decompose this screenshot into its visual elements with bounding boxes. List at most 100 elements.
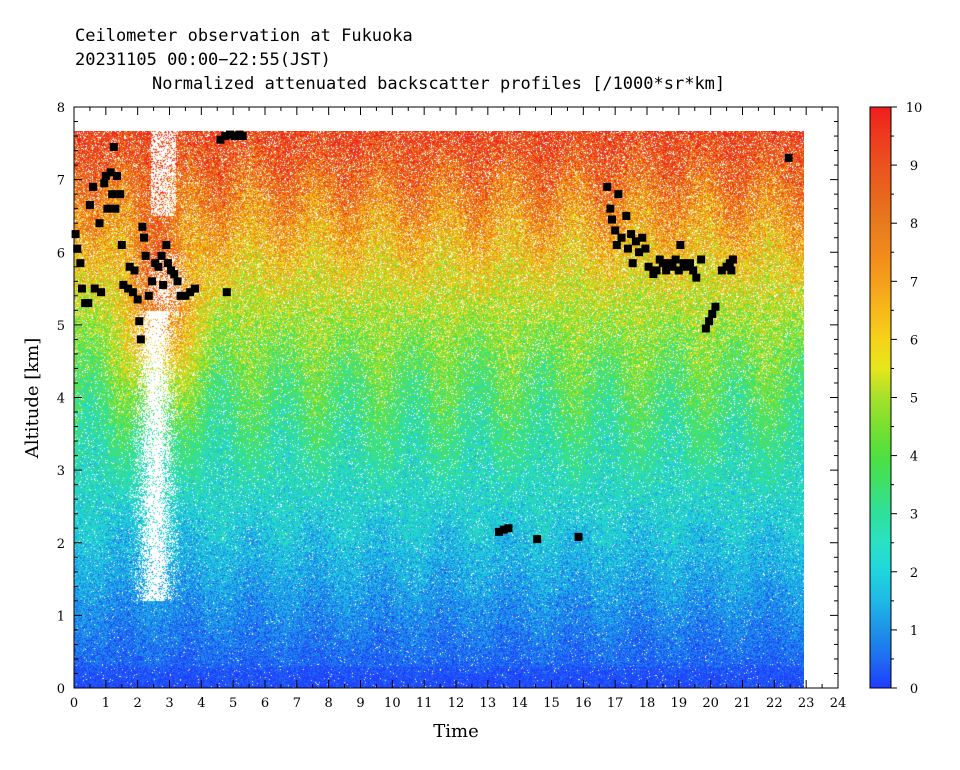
- x-tick-label: 23: [798, 696, 815, 711]
- cloud-marker: [701, 324, 710, 333]
- cloud-marker: [133, 295, 142, 304]
- x-tick-label: 13: [480, 696, 497, 711]
- chart-title-line-1: Ceilometer observation at Fukuoka: [75, 26, 413, 46]
- cloud-marker: [77, 284, 86, 293]
- x-tick-label: 4: [197, 696, 205, 711]
- y-axis: 0 1 2 3 4 5 6 7 8: [57, 101, 838, 697]
- cloud-marker: [676, 240, 685, 249]
- cloud-marker: [138, 222, 147, 231]
- cloud-marker: [140, 233, 149, 242]
- cloud-marker: [222, 288, 231, 297]
- cloud-marker: [689, 266, 698, 275]
- x-axis: 0 1 2 3 4 5 6 7 8 9 10 11 12 13 14 15 16 17 18 19 20 21 22 23 24: [70, 107, 846, 711]
- x-tick-label: 6: [261, 696, 269, 711]
- x-tick-label: 17: [607, 696, 624, 711]
- x-tick-label: 11: [416, 696, 433, 711]
- cloud-marker: [124, 284, 133, 293]
- x-tick-label: 5: [229, 696, 237, 711]
- cloud-marker: [671, 255, 680, 264]
- colorbar-ticks: 0 1 2 3 4 5 6 7 8 9 10: [891, 101, 922, 697]
- cloud-marker: [692, 273, 701, 282]
- cloud-marker: [611, 226, 620, 235]
- cloud-marker: [711, 302, 720, 311]
- cloud-base-markers: [71, 130, 793, 544]
- cloud-marker: [95, 219, 104, 228]
- cloud-marker: [144, 291, 153, 300]
- x-tick-label: 20: [702, 696, 719, 711]
- y-tick-label: 3: [57, 464, 65, 479]
- x-tick-label: 12: [448, 696, 465, 711]
- cloud-marker: [162, 240, 171, 249]
- cloud-marker: [499, 525, 508, 534]
- cloud-marker: [717, 266, 726, 275]
- cloud-marker: [225, 130, 234, 139]
- cloud-marker: [668, 262, 677, 271]
- x-tick-label: 21: [734, 696, 751, 711]
- cloud-marker: [130, 266, 139, 275]
- cloud-marker: [617, 233, 626, 242]
- cloud-marker: [533, 535, 542, 544]
- cloud-marker: [603, 182, 612, 191]
- cloud-marker: [612, 240, 621, 249]
- x-tick-label: 2: [134, 696, 142, 711]
- chart-title-group: Ceilometer observation at Fukuoka 202311…: [75, 26, 725, 94]
- cloud-marker: [125, 262, 134, 271]
- cloud-marker: [181, 291, 190, 300]
- cloud-marker: [230, 132, 239, 141]
- cloud-marker: [89, 182, 98, 191]
- y-tick-label: 4: [57, 392, 65, 407]
- cloud-marker: [117, 240, 126, 249]
- chart-title-line-3: Normalized attenuated backscatter profil…: [152, 74, 725, 94]
- cloud-marker: [141, 251, 150, 260]
- cloud-marker: [71, 230, 80, 239]
- colorbar-tick-label: 7: [910, 275, 918, 290]
- cloud-marker: [574, 532, 583, 541]
- y-tick-label: 8: [57, 101, 65, 116]
- colorbar-tick-label: 1: [910, 624, 918, 639]
- colorbar: 0 1 2 3 4 5 6 7 8 9 10: [869, 101, 922, 697]
- cloud-marker: [101, 171, 110, 180]
- cloud-marker: [727, 266, 736, 275]
- x-tick-label: 9: [356, 696, 364, 711]
- cloud-marker: [623, 244, 632, 253]
- plot-area: [71, 106, 839, 689]
- cloud-marker: [73, 244, 82, 253]
- cloud-marker: [504, 524, 513, 533]
- cloud-marker: [76, 259, 85, 268]
- cloud-marker: [108, 190, 117, 199]
- cloud-marker: [112, 171, 121, 180]
- cloud-marker: [622, 211, 631, 220]
- colorbar-tick-label: 4: [910, 450, 918, 465]
- cloud-marker: [190, 284, 199, 293]
- cloud-marker: [97, 288, 106, 297]
- cloud-marker: [627, 230, 636, 239]
- cloud-marker: [84, 299, 93, 308]
- cloud-marker: [606, 204, 615, 213]
- x-tick-label: 14: [511, 696, 528, 711]
- cloud-marker: [109, 142, 118, 151]
- colorbar-tick-label: 8: [910, 217, 918, 232]
- cloud-marker: [176, 291, 185, 300]
- x-tick-label: 0: [70, 696, 78, 711]
- x-tick-label: 3: [165, 696, 173, 711]
- x-tick-label: 1: [102, 696, 110, 711]
- cloud-marker: [159, 280, 168, 289]
- cloud-marker: [674, 266, 683, 275]
- cloud-marker: [662, 266, 671, 275]
- heatmap-image: [74, 131, 804, 688]
- x-axis-label: Time: [433, 721, 478, 742]
- cloud-marker: [116, 190, 125, 199]
- x-tick-label: 7: [293, 696, 301, 711]
- cloud-marker: [644, 262, 653, 271]
- cloud-marker: [147, 277, 156, 286]
- cloud-marker: [641, 244, 650, 253]
- cloud-marker: [685, 259, 694, 268]
- colorbar-tick-label: 9: [910, 159, 918, 174]
- y-tick-label: 5: [57, 319, 65, 334]
- x-tick-label: 19: [671, 696, 688, 711]
- x-tick-label: 8: [325, 696, 333, 711]
- colorbar-gradient: [869, 106, 892, 689]
- cloud-marker: [186, 288, 195, 297]
- y-tick-label: 7: [57, 174, 65, 189]
